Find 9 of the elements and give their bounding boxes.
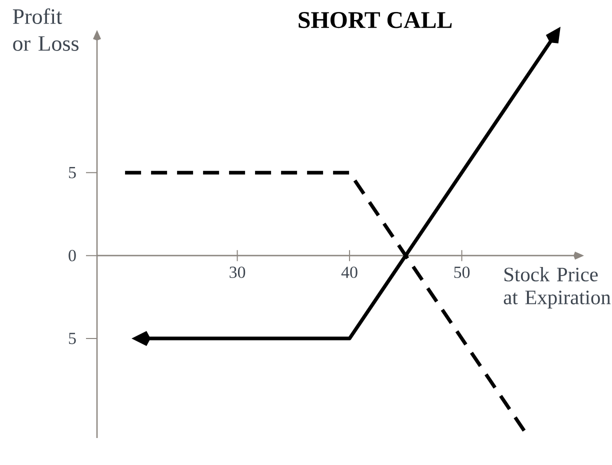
x-axis-title: Stock Price at Expiration <box>504 267 611 308</box>
x-tick-label: 50 <box>454 266 470 278</box>
y-tick-label: 0 <box>68 250 76 262</box>
x-tick-label: 30 <box>230 266 246 278</box>
y-tick-label: 5 <box>69 167 76 178</box>
x-tick-label: 40 <box>341 266 358 278</box>
chart-title: SHORT CALL <box>298 12 452 28</box>
y-axis-title: Profit or Loss <box>12 8 78 51</box>
y-tick-label: 5 <box>69 332 76 344</box>
